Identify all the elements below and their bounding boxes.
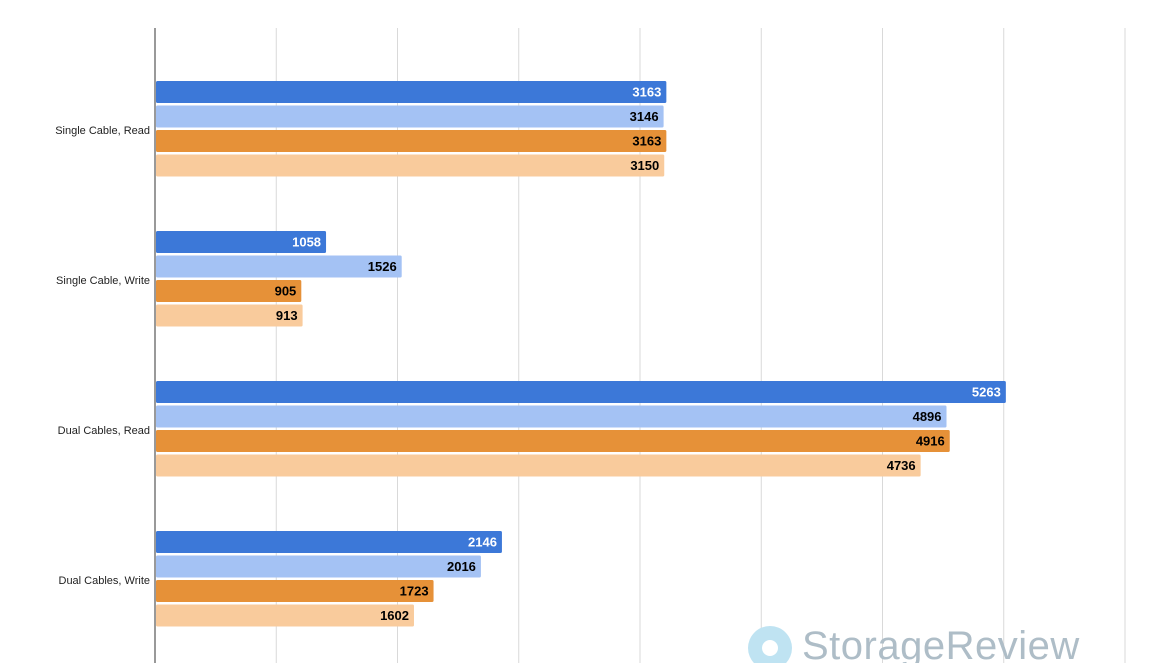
data-label: 3150 [630,158,659,173]
bar [156,555,481,578]
data-label: 2016 [447,559,476,574]
bar [156,454,921,477]
data-label: 2146 [468,535,497,550]
data-label: 1723 [400,584,429,599]
bar [156,580,434,602]
bar [156,531,502,553]
data-label: 1526 [368,259,397,274]
data-label: 4916 [916,434,945,449]
bar [156,154,665,177]
category-label: Dual Cables, Write [59,575,151,587]
bar [156,130,667,152]
watermark-text: StorageReview [802,624,1080,663]
data-label: 5263 [972,385,1001,400]
category-label: Single Cable, Write [56,275,150,287]
bar [156,280,302,302]
data-label: 1058 [292,235,321,250]
watermark: StorageReview [748,622,1080,663]
storagereview-logo-icon [748,626,792,663]
bar [156,255,402,278]
data-label: 1602 [380,608,409,623]
bar [156,231,327,253]
data-label: 4896 [913,409,942,424]
data-label: 3163 [632,85,661,100]
data-label: 905 [275,284,297,299]
category-label: Single Cable, Read [55,125,150,137]
bar [156,304,303,327]
data-label: 913 [276,308,298,323]
data-label: 4736 [887,458,916,473]
bar [156,405,947,428]
data-label: 3146 [630,109,659,124]
category-label: Dual Cables, Read [58,425,150,437]
bar [156,430,950,452]
bar [156,81,667,103]
data-label: 3163 [632,134,661,149]
bar [156,105,664,128]
bar [156,381,1006,403]
bar [156,604,414,627]
